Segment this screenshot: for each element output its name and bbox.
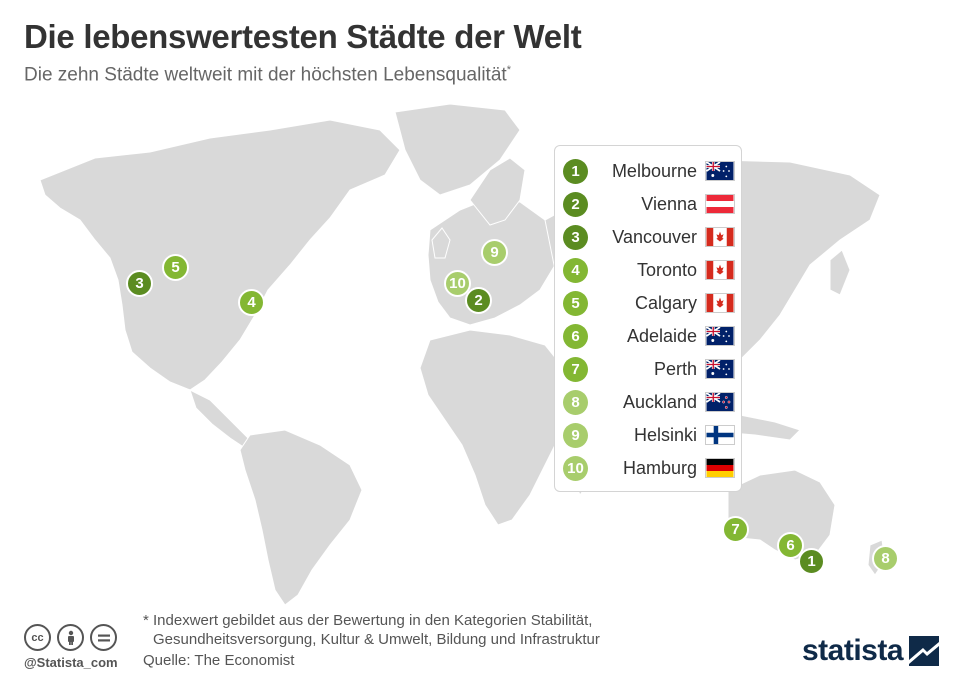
rank-badge: 9 [563, 422, 588, 448]
marker-rank: 5 [171, 259, 180, 276]
twitter-handle[interactable]: @Statista_com [24, 655, 118, 670]
marker-hamburg[interactable]: 10 [444, 270, 471, 297]
legend-row-perth: 7 Perth [563, 356, 735, 382]
legend-row-melbourne: 1 Melbourne [563, 158, 735, 184]
rank-badge: 5 [563, 290, 588, 316]
uk-landmass [431, 227, 451, 259]
legend-row-toronto: 4 Toronto [563, 257, 735, 283]
chart-title: Die lebenswertesten Städte der Welt [24, 18, 582, 55]
rank-badge: 3 [563, 224, 588, 250]
marker-rank: 9 [490, 244, 499, 261]
legend-row-auckland: 8 Auckland [563, 389, 735, 415]
rank-badge: 7 [563, 356, 588, 382]
statista-logo[interactable]: statista [802, 634, 940, 668]
marker-melbourne[interactable]: 1 [798, 548, 825, 575]
statista-logo-icon [909, 636, 940, 666]
marker-rank: 1 [807, 553, 816, 570]
rank-badge: 1 [563, 158, 588, 184]
marker-perth[interactable]: 7 [722, 516, 749, 543]
legend-row-helsinki: 9 Helsinki [563, 422, 735, 448]
chart-subtitle: Die zehn Städte weltweit mit der höchste… [24, 64, 511, 86]
brand-wordmark: statista [802, 634, 904, 667]
rank-badge: 8 [563, 389, 588, 415]
marker-vancouver[interactable]: 3 [126, 270, 153, 297]
marker-rank: 8 [881, 550, 890, 567]
rank-badge: 4 [563, 257, 588, 283]
source-text: Quelle: The Economist [143, 652, 295, 669]
footnote-line-1: * Indexwert gebildet aus der Bewertung i… [143, 612, 593, 629]
marker-rank: 10 [449, 275, 466, 292]
australia-flag-icon [705, 359, 735, 379]
marker-adelaide[interactable]: 6 [777, 532, 804, 559]
marker-vienna[interactable]: 2 [465, 287, 492, 314]
canada-flag-icon [705, 293, 735, 313]
marker-helsinki[interactable]: 9 [481, 239, 508, 266]
city-ranking-legend: 1 Melbourne 2 Vienna 3 Vancouver 4 Toron… [554, 145, 742, 492]
scandinavia-landmass [469, 157, 526, 226]
legend-row-hamburg: 10 Hamburg [563, 455, 735, 481]
greenland-landmass [394, 103, 521, 196]
marker-rank: 3 [135, 275, 144, 292]
legend-row-vancouver: 3 Vancouver [563, 224, 735, 250]
world-map [39, 103, 886, 606]
legend-row-adelaide: 6 Adelaide [563, 323, 735, 349]
africa-landmass [419, 329, 573, 526]
by-icon[interactable] [57, 624, 84, 651]
australia-flag-icon [705, 326, 735, 346]
city-name: Hamburg [622, 457, 697, 478]
footnote-line-2: Gesundheitsversorgung, Kultur & Umwelt, … [153, 631, 600, 648]
city-name: Melbourne [611, 160, 697, 181]
rank-badge: 6 [563, 323, 588, 349]
legend-row-calgary: 5 Calgary [563, 290, 735, 316]
subtitle-text: Die zehn Städte weltweit mit der höchste… [24, 64, 507, 86]
marker-calgary[interactable]: 5 [162, 254, 189, 281]
marker-rank: 4 [247, 294, 256, 311]
city-name: Auckland [622, 391, 697, 412]
footnote-mark: * [506, 64, 511, 76]
marker-auckland[interactable]: 8 [872, 545, 899, 572]
city-name: Perth [653, 358, 697, 379]
finland-flag-icon [705, 425, 735, 445]
new-zealand-flag-icon [705, 392, 735, 412]
nd-icon[interactable] [90, 624, 117, 651]
marker-toronto[interactable]: 4 [238, 289, 265, 316]
canada-flag-icon [705, 227, 735, 247]
city-name: Helsinki [633, 424, 697, 445]
canada-flag-icon [705, 260, 735, 280]
rank-badge: 2 [563, 191, 588, 217]
city-name: Vancouver [612, 226, 697, 247]
city-name: Adelaide [626, 325, 697, 346]
south-america-landmass [239, 429, 363, 606]
license-icons: cc [24, 624, 117, 651]
rank-badge: 10 [563, 455, 588, 481]
city-name: Vienna [641, 193, 697, 214]
marker-rank: 2 [474, 292, 483, 309]
marker-rank: 7 [731, 521, 740, 538]
japan-landmass [829, 249, 851, 296]
germany-flag-icon [705, 458, 735, 478]
cc-icon[interactable]: cc [24, 624, 51, 651]
north-america-landmass [39, 119, 401, 391]
footnote: * Indexwert gebildet aus der Bewertung i… [143, 611, 600, 649]
australia-flag-icon [705, 161, 735, 181]
central-america-landmass [189, 389, 253, 449]
city-name: Calgary [634, 292, 697, 313]
city-name: Toronto [636, 259, 697, 280]
legend-row-vienna: 2 Vienna [563, 191, 735, 217]
marker-rank: 6 [786, 537, 795, 554]
austria-flag-icon [705, 194, 735, 214]
